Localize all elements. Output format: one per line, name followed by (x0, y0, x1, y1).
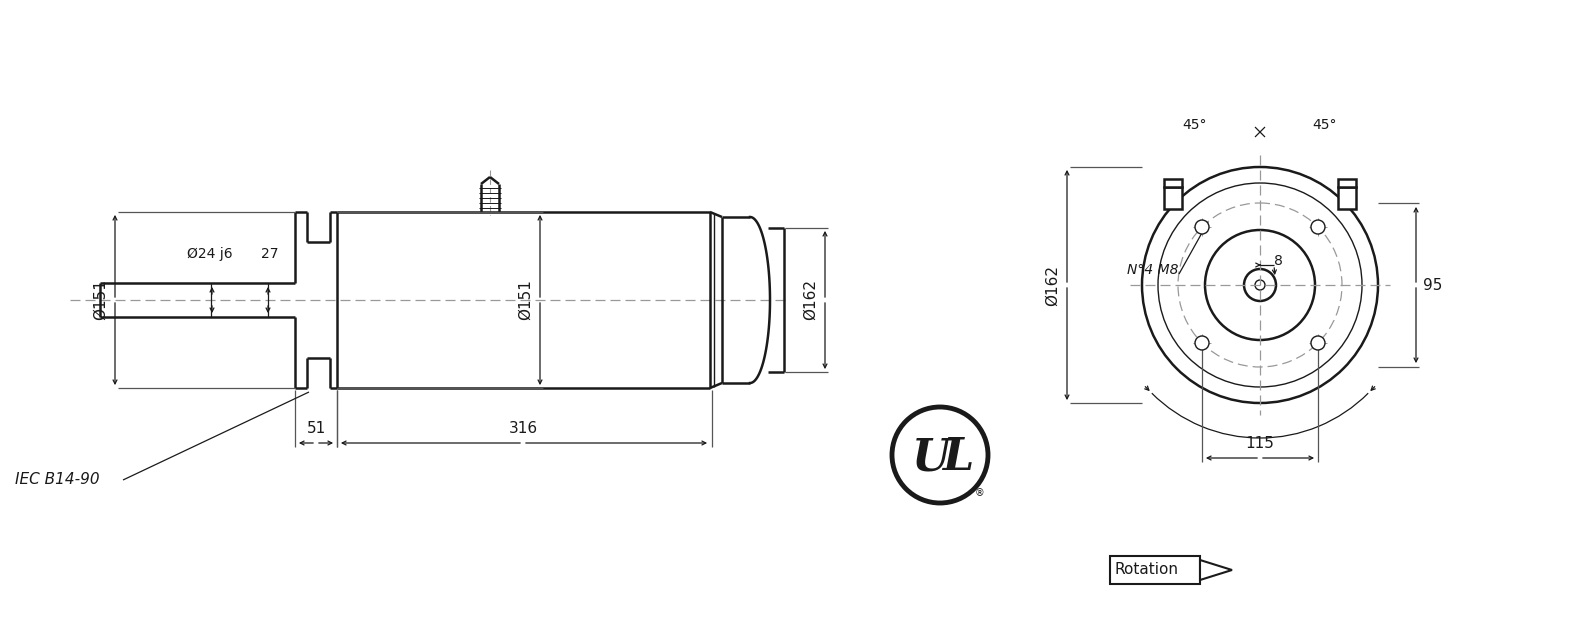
Text: Ø162: Ø162 (1044, 265, 1060, 306)
Polygon shape (1200, 560, 1232, 580)
Bar (1338, 179, 1355, 187)
Bar (1338, 187, 1355, 209)
Circle shape (1311, 220, 1325, 234)
Text: L: L (943, 437, 974, 479)
Text: 45°: 45° (1312, 118, 1338, 132)
Bar (1109, 556, 1200, 584)
Text: 8: 8 (1274, 254, 1282, 268)
Text: N°4 M8: N°4 M8 (1127, 263, 1179, 277)
Text: IEC B14-90: IEC B14-90 (14, 472, 100, 487)
Text: 45°: 45° (1182, 118, 1208, 132)
Circle shape (1311, 336, 1325, 350)
Bar (1163, 187, 1182, 209)
Text: Ø24 j6: Ø24 j6 (187, 247, 233, 261)
Text: 95: 95 (1424, 277, 1443, 292)
Text: Ø151: Ø151 (517, 279, 533, 320)
Circle shape (1195, 336, 1209, 350)
Text: ®: ® (974, 488, 986, 498)
Bar (1163, 179, 1182, 187)
Circle shape (1195, 220, 1209, 234)
Text: Rotation: Rotation (1116, 562, 1179, 577)
Text: Ø162: Ø162 (803, 279, 817, 321)
Text: Ø151: Ø151 (94, 279, 108, 320)
Text: 27: 27 (262, 247, 279, 261)
Text: 51: 51 (306, 421, 325, 436)
Text: 316: 316 (509, 421, 538, 436)
Text: 115: 115 (1246, 436, 1274, 451)
Text: U: U (911, 437, 951, 479)
